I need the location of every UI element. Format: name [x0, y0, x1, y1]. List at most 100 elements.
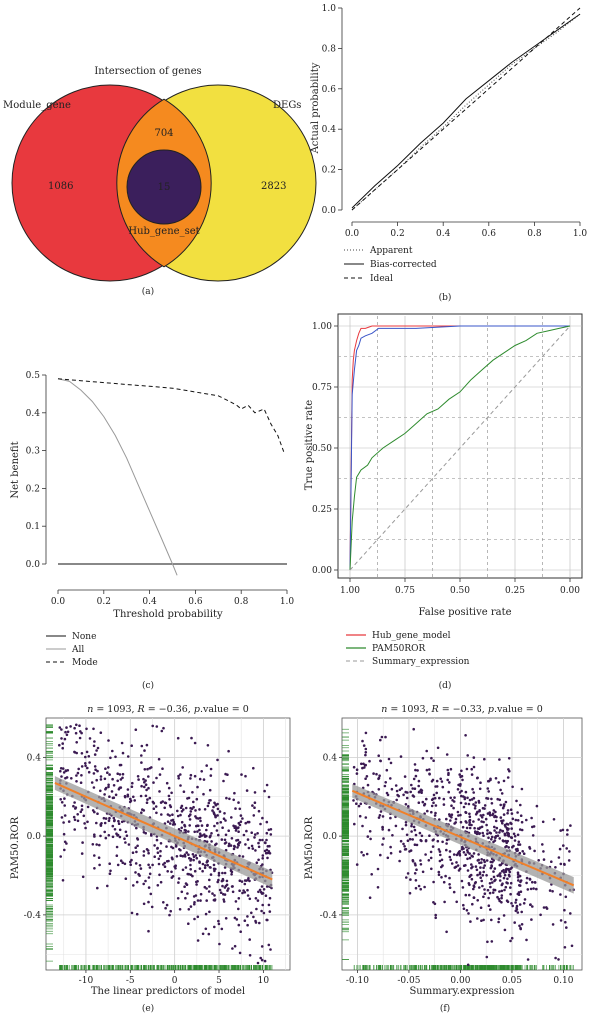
f-point — [516, 871, 520, 874]
e-point — [155, 811, 158, 815]
e-point — [124, 830, 128, 834]
f-point — [468, 821, 472, 825]
e-point — [160, 813, 163, 816]
e-plot-bg — [45, 717, 291, 971]
e-point — [99, 824, 103, 827]
e-point — [61, 767, 65, 770]
e-point — [229, 844, 233, 847]
c-series — [57, 378, 287, 576]
f-point — [413, 828, 417, 832]
e-point — [76, 819, 80, 823]
e-point — [261, 903, 265, 907]
e-point — [80, 731, 83, 735]
e-point — [155, 776, 158, 780]
f-point — [461, 825, 465, 829]
e-point — [257, 845, 261, 849]
f-point — [362, 744, 366, 747]
f-point — [438, 818, 441, 821]
f-point — [486, 797, 490, 800]
f-point — [458, 852, 462, 856]
f-point — [357, 804, 361, 808]
f-point — [500, 901, 503, 904]
y-tick-label: 0.75 — [312, 383, 332, 393]
f-point — [415, 843, 419, 847]
e-point — [197, 817, 200, 820]
e-point — [80, 852, 84, 855]
f-point — [459, 782, 462, 786]
e-point — [215, 829, 219, 832]
f-point — [425, 768, 429, 772]
e-point — [147, 900, 150, 904]
e-point — [80, 808, 84, 811]
f-point — [466, 850, 470, 854]
e-point — [177, 828, 181, 831]
e-point — [116, 779, 119, 783]
f-point — [385, 768, 389, 772]
f-xlabel: Summary.expression — [409, 986, 515, 997]
f-point — [421, 800, 425, 804]
f-point — [433, 796, 437, 800]
e-point — [144, 779, 147, 782]
f-point — [404, 821, 408, 824]
f-point — [448, 781, 451, 784]
e-point — [198, 777, 202, 781]
f-point — [490, 797, 493, 801]
f-point — [559, 919, 563, 922]
e-point — [61, 742, 64, 745]
e-point — [267, 850, 271, 853]
f-point — [548, 889, 552, 892]
f-point — [535, 804, 539, 808]
f-point — [485, 874, 488, 877]
e-point — [237, 830, 240, 833]
e-point — [269, 948, 272, 951]
e-point — [162, 726, 165, 730]
e-point — [180, 820, 184, 824]
e-point — [155, 838, 159, 842]
f-point — [517, 879, 520, 882]
f-point — [364, 751, 368, 754]
f-point — [505, 844, 508, 848]
f-point — [470, 773, 474, 776]
f-point — [404, 823, 408, 827]
f-point — [486, 829, 489, 832]
f-point — [554, 956, 557, 960]
f-point — [498, 798, 502, 802]
e-point — [184, 806, 188, 810]
f-point — [431, 839, 435, 842]
f-point — [516, 873, 520, 876]
e-point — [217, 919, 220, 923]
e-point — [80, 774, 83, 777]
f-point — [409, 878, 412, 881]
e-point — [204, 927, 208, 931]
f-point — [497, 781, 501, 784]
f-point — [561, 828, 565, 832]
f-point — [507, 832, 511, 836]
e-point — [88, 761, 91, 764]
f-point — [474, 865, 478, 868]
e-point — [257, 890, 260, 894]
f-point — [438, 859, 442, 863]
f-point — [366, 835, 370, 838]
e-point — [99, 778, 103, 781]
f-point — [499, 788, 502, 792]
e-point — [189, 773, 193, 777]
f-point — [429, 850, 433, 854]
f-point — [468, 818, 472, 822]
f-point — [425, 797, 428, 801]
f-point — [431, 845, 435, 848]
e-point — [193, 741, 197, 745]
e-point — [247, 846, 251, 850]
f-point — [507, 846, 511, 849]
e-point — [186, 892, 189, 895]
f-point — [449, 858, 453, 862]
f-point — [494, 819, 498, 823]
f-point — [492, 870, 495, 873]
e-point — [187, 853, 190, 856]
f-point — [476, 776, 479, 780]
venn-title: Intersection of genes — [94, 66, 201, 77]
f-point — [467, 912, 470, 915]
f-point — [376, 867, 380, 871]
f-point — [379, 853, 382, 857]
e-point — [156, 851, 160, 854]
e-point — [213, 925, 216, 929]
